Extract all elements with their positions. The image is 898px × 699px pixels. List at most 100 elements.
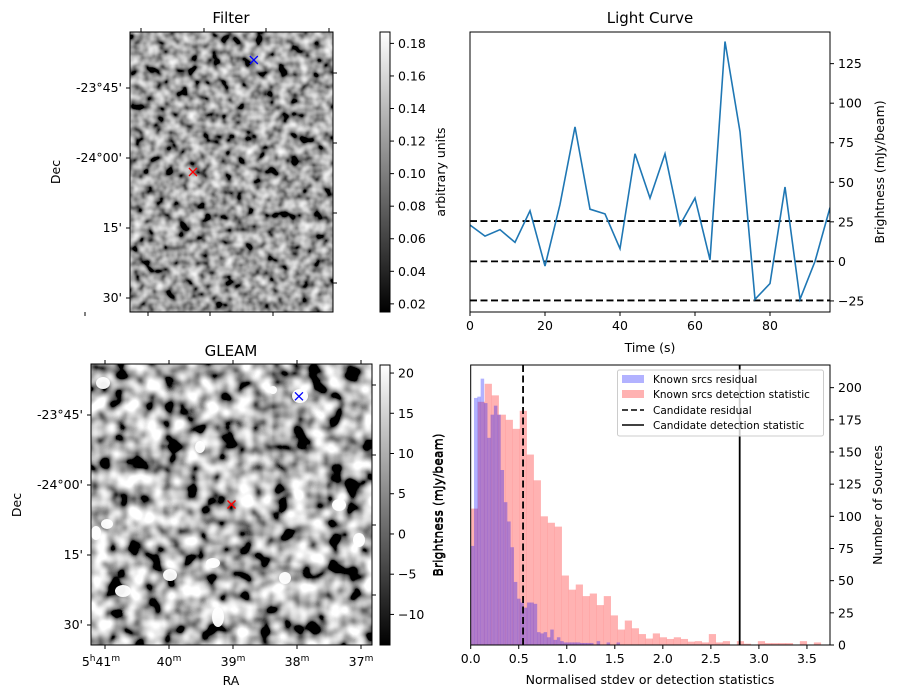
residual-histogram-bar <box>570 642 574 645</box>
gleam-colorbar <box>379 364 391 646</box>
legend-box <box>617 369 824 437</box>
residual-histogram-bar <box>616 642 621 645</box>
filter-ylabel: Dec <box>48 160 63 184</box>
histogram-xtick-label: 3.0 <box>749 651 769 666</box>
detection-histogram-bar <box>596 605 604 645</box>
detection-histogram-bar <box>617 629 625 645</box>
filter-colorbar-tick-label: 0.06 <box>398 231 426 246</box>
light-curve-title: Light Curve <box>607 9 693 27</box>
histogram-legend: Known srcs residual Known srcs detection… <box>617 369 824 437</box>
light-curve-ytick-label: 50 <box>838 175 854 190</box>
histogram-xlabel: Normalised stdev or detection statistics <box>526 672 775 687</box>
ra-minutes: 37 <box>349 654 365 669</box>
residual-histogram-bar <box>510 547 514 645</box>
gleam-bright-source <box>279 572 291 584</box>
residual-histogram-bar <box>523 607 528 645</box>
histogram-ytick-label: 150 <box>838 444 862 459</box>
detection-histogram-bar <box>645 638 653 645</box>
residual-histogram-bar <box>500 470 505 645</box>
legend-label-candidate-residual: Candidate residual <box>653 405 752 417</box>
gleam-bright-source <box>195 441 205 453</box>
detection-histogram-bar <box>484 383 492 645</box>
filter-colorbar-label: arbitrary units <box>433 127 448 216</box>
x-marker-stroke <box>249 55 259 65</box>
legend-swatch-detection <box>622 390 644 398</box>
residual-histogram-bar <box>566 642 571 645</box>
gleam-bright-source <box>115 585 131 597</box>
detection-histogram-bar <box>498 414 506 645</box>
histogram-xtick-label: 1.0 <box>557 651 577 666</box>
residual-histogram-bar <box>477 396 481 645</box>
detection-histogram-bar <box>694 641 703 645</box>
residual-histogram-bar <box>576 642 581 645</box>
gleam-colorbar-tick-label: 20 <box>398 366 414 381</box>
residual-histogram-bar <box>540 633 544 645</box>
ra-hours-unit: h <box>90 654 96 664</box>
filter-colorbar-tick-label: 0.10 <box>398 166 426 181</box>
ra-minutes: 38 <box>285 654 301 669</box>
ra-minutes-unit: m <box>111 654 120 664</box>
gleam-colorbar-tick-label: 0 <box>398 526 406 541</box>
gleam-title: GLEAM <box>205 342 258 360</box>
detection-histogram-bar <box>631 628 639 645</box>
light-curve-ytick-label: 100 <box>838 96 862 111</box>
gleam-panel: GLEAM -23°45'-24°00'15'30' 5h41m 40m 39m 38… <box>9 342 445 688</box>
filter-panel: Filter -23°45' -24°00' 15' 30' Dec 0.02 0.04… <box>48 9 448 316</box>
residual-histogram-bar <box>517 598 521 645</box>
residual-histogram-bar <box>583 642 587 645</box>
light-curve-xtick-label: 0 <box>466 318 474 333</box>
histogram-panel: 0.0 0.5 1.0 1.5 2.0 2.5 3.0 3.5 0 25 50 75 100 125 15… <box>431 364 885 687</box>
residual-histogram-bar <box>543 632 548 645</box>
gleam-ytick-label: -24°00' <box>37 477 83 492</box>
histogram-ytick-label: 75 <box>838 541 854 556</box>
detection-histogram-bar <box>813 642 822 645</box>
light-curve-ytick-label: 125 <box>838 56 862 71</box>
x-marker-stroke <box>294 391 304 401</box>
filter-colorbar-tick-label: 0.12 <box>398 134 426 149</box>
ra-minutes: 40 <box>157 654 173 669</box>
detection-histogram-bar <box>701 642 710 645</box>
residual-histogram-bar <box>513 581 518 645</box>
detection-histogram-bar <box>673 637 682 645</box>
gleam-colorbar-tick-label: −10 <box>398 607 424 622</box>
filter-colorbar-tick-label: 0.18 <box>398 36 426 51</box>
detection-histogram-bar <box>603 596 611 645</box>
gleam-xtick-label: 5h41m <box>82 654 120 669</box>
detection-histogram-bar <box>638 634 646 645</box>
detection-histogram-bar <box>547 522 555 645</box>
ra-minutes-unit: m <box>365 654 374 664</box>
gleam-bright-source <box>353 533 365 547</box>
ra-minutes-unit: m <box>173 654 182 664</box>
detection-histogram-bar <box>757 641 766 645</box>
x-marker-stroke <box>227 500 236 509</box>
histogram-ytick-label: 175 <box>838 412 862 427</box>
detection-histogram-bar <box>680 638 689 645</box>
residual-histogram-bar <box>503 502 508 645</box>
filter-colorbar-tick-label: 0.08 <box>398 199 426 214</box>
residual-histogram-bar <box>483 403 488 645</box>
histogram-xtick-label: 1.5 <box>605 651 625 666</box>
gleam-bright-source <box>269 386 277 394</box>
ra-minutes: 41 <box>95 654 111 669</box>
residual-histogram-bar <box>497 414 501 645</box>
detection-histogram-bar <box>505 419 513 645</box>
detection-histogram-bar <box>722 641 731 645</box>
light-curve-xtick-label: 80 <box>762 318 778 333</box>
gleam-bright-source <box>332 499 346 511</box>
light-curve-xtick-label: 40 <box>612 318 628 333</box>
light-curve-ytick-label: 75 <box>838 135 854 150</box>
detection-histogram-bar <box>526 454 534 645</box>
residual-histogram-bar <box>553 639 558 645</box>
gleam-colorbar-tick-label: 5 <box>398 486 406 501</box>
gleam-xlabel: RA <box>223 673 240 688</box>
gleam-image-frame <box>90 363 373 646</box>
residual-histogram-bar <box>606 642 611 645</box>
histogram-ytick-label: 0 <box>838 638 846 653</box>
residual-histogram-bar <box>487 437 491 645</box>
detection-histogram-bar <box>491 395 499 645</box>
gleam-xtick-label: 40m <box>157 654 182 669</box>
gleam-colorbar-label: Brightness (mJy/beam) <box>430 433 445 576</box>
detection-histogram-bar <box>785 643 794 645</box>
filter-colorbar <box>379 31 391 313</box>
